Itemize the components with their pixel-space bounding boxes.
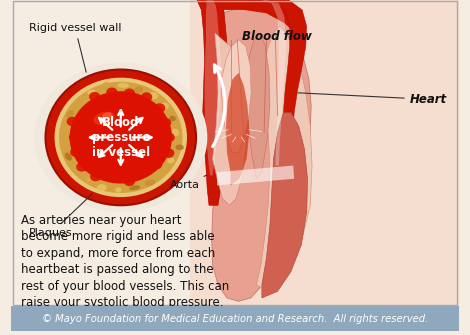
Ellipse shape <box>76 162 87 172</box>
Polygon shape <box>248 33 270 179</box>
Polygon shape <box>204 0 220 176</box>
Ellipse shape <box>62 125 70 131</box>
Ellipse shape <box>76 99 84 106</box>
Ellipse shape <box>64 152 72 161</box>
Ellipse shape <box>46 70 196 205</box>
Text: Blood
pressure
in vessel: Blood pressure in vessel <box>92 116 150 159</box>
Polygon shape <box>190 0 459 308</box>
Ellipse shape <box>160 118 172 127</box>
Polygon shape <box>221 40 251 152</box>
Ellipse shape <box>107 173 118 182</box>
Polygon shape <box>257 26 312 291</box>
Text: © Mayo Foundation for Medical Education and Research.  All rights reserved.: © Mayo Foundation for Medical Education … <box>42 314 428 324</box>
Polygon shape <box>197 0 230 205</box>
Ellipse shape <box>154 103 165 113</box>
Ellipse shape <box>145 179 155 186</box>
Ellipse shape <box>171 129 179 136</box>
Ellipse shape <box>167 157 174 163</box>
Ellipse shape <box>141 92 152 102</box>
Ellipse shape <box>85 177 91 181</box>
Ellipse shape <box>89 92 100 102</box>
Ellipse shape <box>70 91 172 184</box>
Ellipse shape <box>151 160 162 169</box>
Ellipse shape <box>106 87 118 97</box>
Ellipse shape <box>124 177 135 186</box>
Ellipse shape <box>59 82 182 193</box>
Ellipse shape <box>170 116 176 121</box>
Ellipse shape <box>175 145 184 150</box>
Polygon shape <box>226 73 250 185</box>
Ellipse shape <box>134 86 143 94</box>
Ellipse shape <box>97 184 107 191</box>
Ellipse shape <box>102 82 111 88</box>
Ellipse shape <box>164 133 175 142</box>
Text: Heart: Heart <box>298 93 447 106</box>
Ellipse shape <box>129 185 140 190</box>
Ellipse shape <box>156 168 165 175</box>
Ellipse shape <box>87 89 95 95</box>
Ellipse shape <box>34 63 207 212</box>
Bar <box>11 306 459 331</box>
Ellipse shape <box>69 133 80 142</box>
Ellipse shape <box>55 78 187 197</box>
Ellipse shape <box>81 107 93 117</box>
Text: Aorta: Aorta <box>170 175 207 190</box>
Polygon shape <box>197 0 298 33</box>
Ellipse shape <box>124 88 135 98</box>
Ellipse shape <box>149 92 158 99</box>
Polygon shape <box>262 113 307 298</box>
Polygon shape <box>212 33 248 205</box>
Ellipse shape <box>115 187 121 193</box>
Text: Rigid vessel wall: Rigid vessel wall <box>29 23 121 72</box>
Text: Blood flow: Blood flow <box>242 30 312 43</box>
Ellipse shape <box>160 103 169 110</box>
Polygon shape <box>249 0 307 192</box>
Ellipse shape <box>61 138 69 147</box>
Ellipse shape <box>137 167 149 177</box>
Polygon shape <box>212 7 311 301</box>
Ellipse shape <box>90 172 102 181</box>
Ellipse shape <box>66 110 74 118</box>
Ellipse shape <box>71 166 81 173</box>
Ellipse shape <box>67 117 78 126</box>
Text: As arteries near your heart
become more rigid and less able
to expand, more forc: As arteries near your heart become more … <box>21 213 229 309</box>
Polygon shape <box>252 0 286 165</box>
Ellipse shape <box>118 83 129 88</box>
Polygon shape <box>217 165 294 185</box>
Ellipse shape <box>94 112 115 125</box>
Text: Plaques: Plaques <box>29 194 93 239</box>
Ellipse shape <box>163 148 174 158</box>
Ellipse shape <box>102 113 112 119</box>
Ellipse shape <box>70 147 81 157</box>
